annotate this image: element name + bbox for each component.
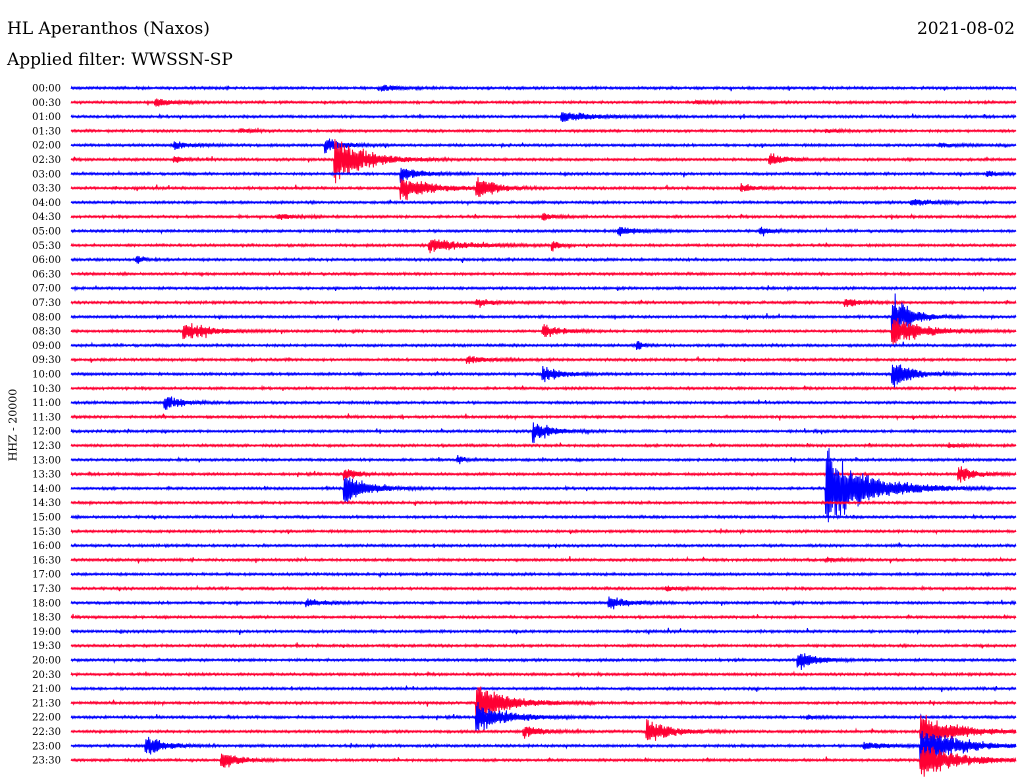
time-tick-label: 15:00 xyxy=(32,513,61,524)
trace-line xyxy=(70,239,1017,254)
time-tick-label: 03:30 xyxy=(32,184,61,195)
time-tick-label: 06:00 xyxy=(32,255,61,266)
time-tick-label: 04:00 xyxy=(32,198,61,209)
time-tick-label: 05:30 xyxy=(32,241,61,252)
time-tick-label: 00:00 xyxy=(32,84,61,95)
time-tick-label: 20:00 xyxy=(32,656,61,667)
time-tick-label: 11:30 xyxy=(32,412,61,423)
time-tick-label: 21:00 xyxy=(32,684,61,695)
filter-label: Applied filter: WWSSN-SP xyxy=(7,50,233,70)
time-tick-label: 12:00 xyxy=(32,427,61,438)
time-tick-label: 07:00 xyxy=(32,284,61,295)
trace-line xyxy=(70,364,1017,388)
trace-line xyxy=(70,730,1017,765)
trace-line xyxy=(70,317,1017,346)
time-tick-label: 01:00 xyxy=(32,112,61,123)
time-tick-label: 17:30 xyxy=(32,584,61,595)
time-tick-label: 08:30 xyxy=(32,327,61,338)
time-tick-label: 02:00 xyxy=(32,141,61,152)
time-tick-label: 23:30 xyxy=(32,756,61,767)
time-tick-label: 02:30 xyxy=(32,155,61,166)
time-tick-label: 14:00 xyxy=(32,484,61,495)
time-tick-label: 19:00 xyxy=(32,627,61,638)
time-tick-label: 18:00 xyxy=(32,598,61,609)
trace-line xyxy=(70,746,1017,777)
time-tick-label: 03:00 xyxy=(32,169,61,180)
time-tick-label: 01:30 xyxy=(32,126,61,137)
time-tick-label: 00:30 xyxy=(32,98,61,109)
time-tick-label: 15:30 xyxy=(32,527,61,538)
time-tick-label: 19:30 xyxy=(32,641,61,652)
time-tick-label: 22:30 xyxy=(32,727,61,738)
time-tick-label: 21:30 xyxy=(32,698,61,709)
time-tick-label: 16:00 xyxy=(32,541,61,552)
time-tick-label: 13:00 xyxy=(32,455,61,466)
time-tick-label: 08:00 xyxy=(32,312,61,323)
time-tick-label: 20:30 xyxy=(32,670,61,681)
time-tick-label: 17:00 xyxy=(32,570,61,581)
station-title: HL Aperanthos (Naxos) xyxy=(7,19,210,39)
time-tick-label: 05:00 xyxy=(32,227,61,238)
time-tick-label: 06:30 xyxy=(32,269,61,280)
trace-line xyxy=(70,138,1017,154)
trace-line xyxy=(70,422,1017,444)
trace-line xyxy=(70,299,1017,308)
time-tick-label: 12:30 xyxy=(32,441,61,452)
time-tick-label: 11:00 xyxy=(32,398,61,409)
time-tick-label: 13:30 xyxy=(32,470,61,481)
time-tick-label: 23:00 xyxy=(32,741,61,752)
trace-line xyxy=(70,167,1017,183)
time-tick-label: 09:00 xyxy=(32,341,61,352)
time-tick-label: 09:30 xyxy=(32,355,61,366)
time-tick-label: 10:00 xyxy=(32,370,61,381)
trace-line xyxy=(70,613,1017,620)
time-tick-label: 16:30 xyxy=(32,555,61,566)
time-tick-label: 10:30 xyxy=(32,384,61,395)
time-tick-label: 22:00 xyxy=(32,713,61,724)
trace-line xyxy=(70,653,1017,670)
time-tick-label: 04:30 xyxy=(32,212,61,223)
time-tick-label: 14:30 xyxy=(32,498,61,509)
time-tick-label: 18:30 xyxy=(32,613,61,624)
record-date: 2021-08-02 xyxy=(916,19,1015,39)
time-tick-label: 07:30 xyxy=(32,298,61,309)
